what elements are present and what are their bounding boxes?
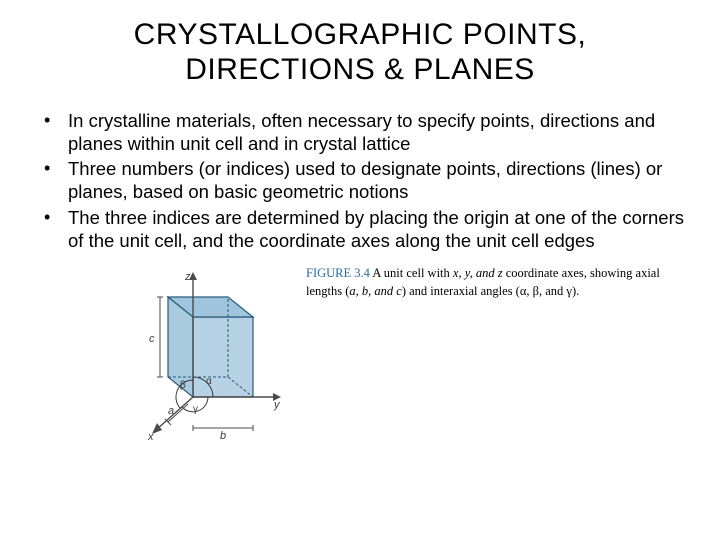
cube-front-face [193,317,253,397]
axis-label-y: y [273,399,281,411]
bullet-item: Three numbers (or indices) used to desig… [28,157,692,203]
bullet-item: In crystalline materials, often necessar… [28,109,692,155]
x-axis-arrow [152,423,162,434]
unit-cell-diagram: z y x c b a α β γ [138,262,288,442]
figure-caption: FIGURE 3.4 A unit cell with x, y, and z … [306,264,692,300]
angle-label-beta: β [180,380,186,391]
figure-label: FIGURE 3.4 [306,266,370,280]
axis-label-z: z [184,271,191,283]
axis-label-x: x [147,431,154,442]
caption-vars: a, b, and c [349,284,401,298]
angle-label-gamma: γ [193,404,198,415]
bullet-list: In crystalline materials, often necessar… [28,109,692,252]
dim-label-a: a [168,405,174,417]
caption-text: A unit cell with [372,266,453,280]
bullet-item: The three indices are determined by plac… [28,206,692,252]
dim-label-c: c [149,333,155,345]
caption-text: ) and interaxial angles (α, β, and γ). [402,284,579,298]
title-line-1: CRYSTALLOGRAPHIC POINTS, [134,18,587,51]
figure-area: z y x c b a α β γ FIGURE 3.4 A unit cell… [28,262,692,442]
x-axis [156,397,193,430]
caption-vars: x, y, and z [453,266,503,280]
slide-title: CRYSTALLOGRAPHIC POINTS, DIRECTIONS & PL… [28,18,692,87]
title-line-2: DIRECTIONS & PLANES [185,53,535,86]
dim-label-b: b [220,430,226,442]
angle-label-alpha: α [206,376,212,387]
